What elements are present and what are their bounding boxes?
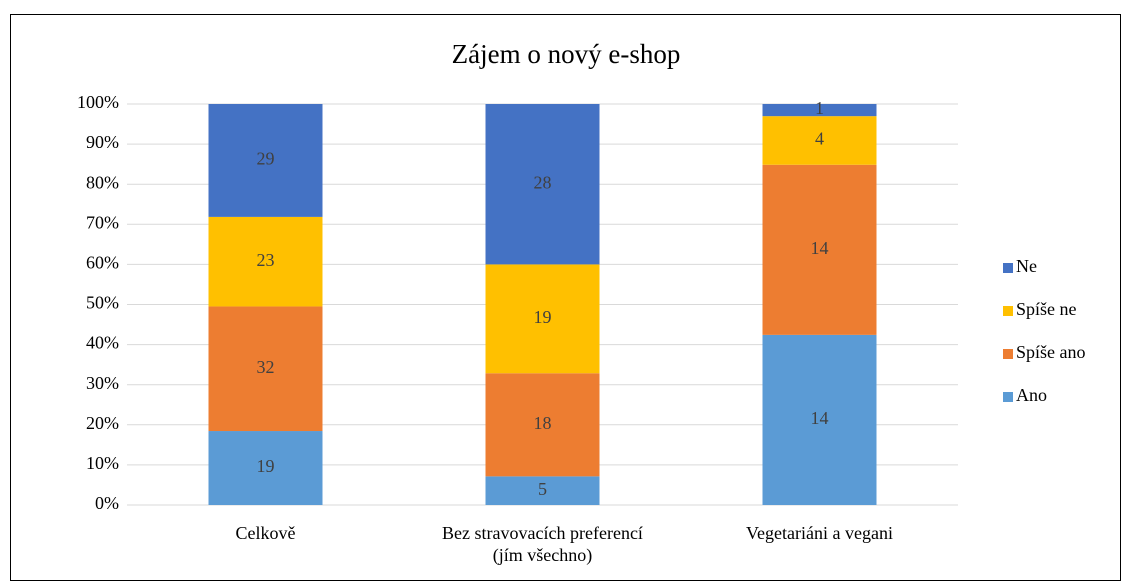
data-label: 32 [257,357,275,377]
data-label: 4 [815,129,824,149]
data-label: 19 [534,307,552,327]
data-label: 1 [815,98,824,118]
data-label: 14 [811,238,829,258]
data-label: 29 [257,149,275,169]
y-tick-label: 40% [86,333,119,353]
y-tick-label: 50% [86,293,119,313]
data-label: 5 [538,479,547,499]
data-label: 18 [534,413,552,433]
legend-swatch [1003,306,1013,316]
y-tick-label: 80% [86,172,119,192]
bar-segment [485,104,600,265]
bar-segment [485,476,600,505]
bar-segment [762,164,877,335]
legend-label: Spíše ne [1016,299,1077,319]
bar-segment [208,216,323,307]
data-label: 28 [534,172,552,192]
bar-segment [485,264,600,374]
bar-segment [762,104,877,117]
x-tick-label: Vegetariáni a vegani [746,523,893,543]
chart-title: Zájem o nový e-shop [452,39,681,69]
legend-label: Ne [1016,256,1037,276]
y-tick-label: 20% [86,413,119,433]
y-tick-label: 30% [86,373,119,393]
data-label: 19 [257,456,275,476]
y-tick-label: 10% [86,453,119,473]
legend-swatch [1003,349,1013,359]
bar-segment [208,104,323,217]
bar-segment [762,116,877,165]
legend-swatch [1003,263,1013,273]
legend-label: Ano [1016,385,1047,405]
y-tick-label: 100% [77,92,119,112]
x-tick-label: Celkově [235,523,296,543]
data-label: 23 [257,250,275,270]
bar-segment [485,373,600,477]
y-tick-label: 70% [86,212,119,232]
bar-segment [208,431,323,505]
legend-label: Spíše ano [1016,342,1086,362]
data-label: 14 [811,408,829,428]
legend-swatch [1003,392,1013,402]
bar-segment [762,334,877,505]
y-tick-label: 0% [95,493,119,513]
bar-segment [208,306,323,432]
y-tick-label: 90% [86,132,119,152]
x-tick-label: Bez stravovacích preferencí (jím všechno… [442,523,643,565]
y-tick-label: 60% [86,253,119,273]
